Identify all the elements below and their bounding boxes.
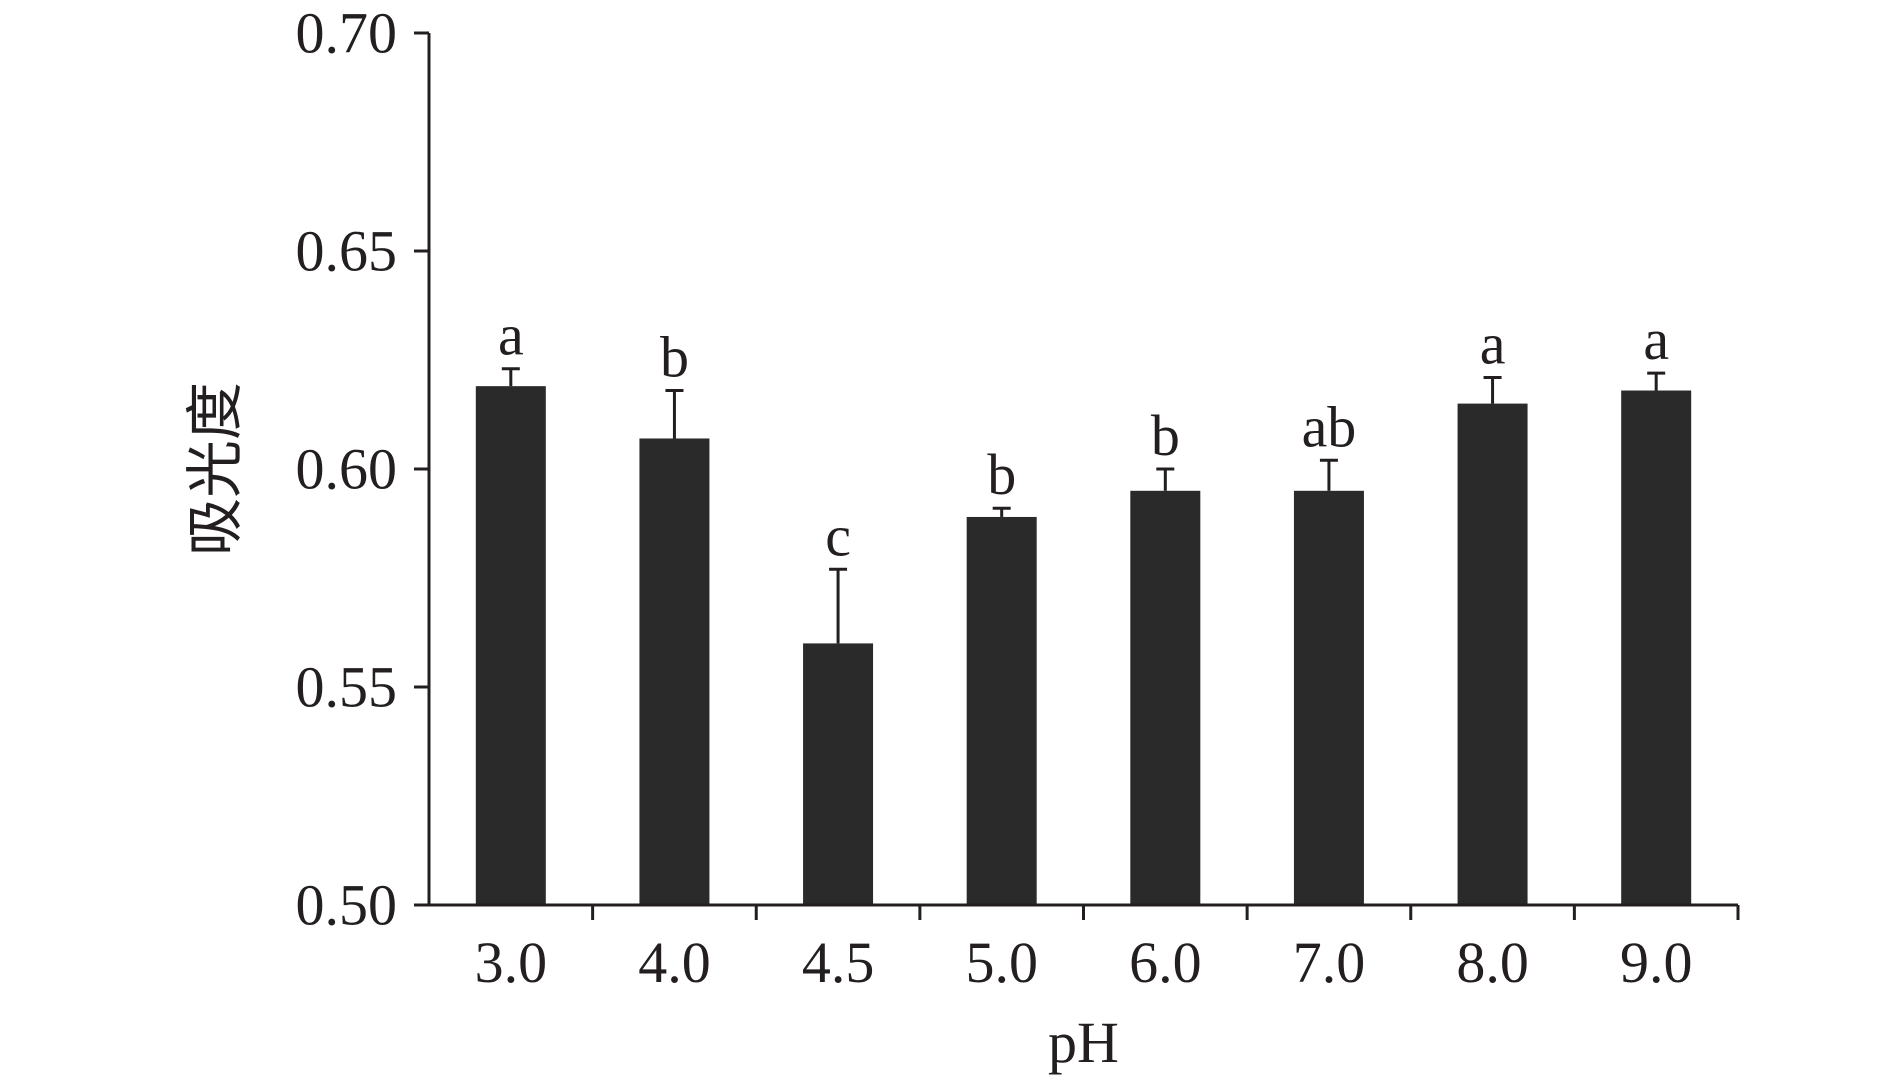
x-tick-label-7.0: 7.0 [1293,930,1366,995]
x-axis-ticks: 3.0 4.0 4.5 5.0 6.0 7.0 8.0 9.0 [475,905,1740,995]
bars [475,386,1692,905]
bar-5.0 [966,516,1037,905]
group-label-5.0: b [987,442,1016,507]
group-label-3.0: a [498,303,524,368]
y-tick-label: 0.60 [296,437,398,502]
bar-3.0 [475,386,546,905]
x-tick-label-4.5: 4.5 [802,930,875,995]
bar-9.0 [1621,390,1692,905]
x-tick-label-5.0: 5.0 [965,930,1038,995]
group-label-6.0: b [1151,403,1180,468]
x-tick-label-9.0: 9.0 [1620,930,1693,995]
bar-6.0 [1130,490,1201,905]
group-label-9.0: a [1643,307,1669,372]
y-tick-label: 0.70 [296,1,398,66]
group-label-4.0: b [660,325,689,390]
bar-8.0 [1457,403,1528,905]
group-label-8.0: a [1480,311,1506,376]
x-tick-label-3.0: 3.0 [475,930,548,995]
x-axis-title: pH [1048,1010,1119,1075]
group-label-4.5: c [825,503,851,568]
bar-4.5 [803,643,874,905]
error-bars [501,367,1666,644]
y-tick-label: 0.65 [296,219,398,284]
y-tick-label: 0.50 [296,873,398,938]
x-tick-label-8.0: 8.0 [1456,930,1529,995]
group-label-7.0: ab [1302,394,1357,459]
bar-4.0 [639,438,710,905]
y-tick-label: 0.55 [296,655,398,720]
x-tick-label-6.0: 6.0 [1129,930,1202,995]
x-tick-label-4.0: 4.0 [638,930,711,995]
y-axis-ticks: 0.50 0.55 0.60 0.65 0.70 [296,1,429,938]
bar-7.0 [1293,490,1364,905]
y-axis-title: 吸光度 [183,382,248,556]
